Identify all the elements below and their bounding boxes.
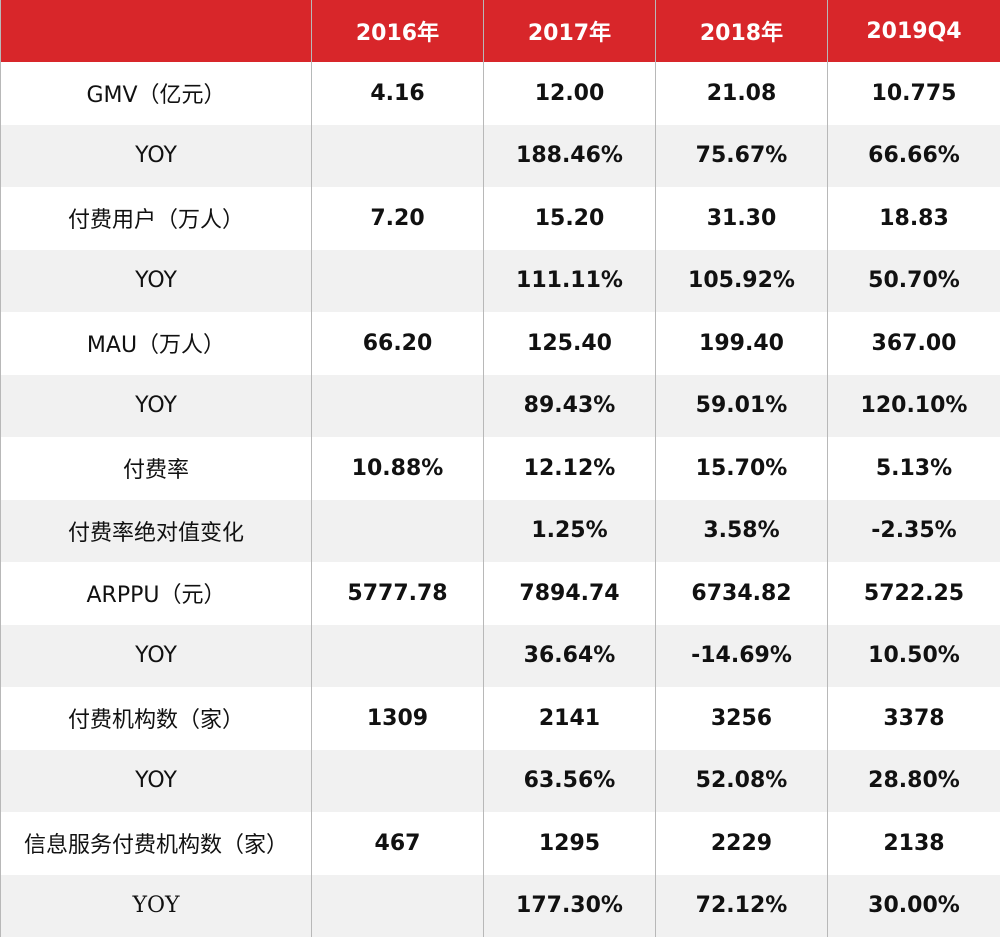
value-cell-2017: 15.20 — [483, 187, 656, 250]
row-label: YOY — [0, 749, 312, 812]
table-row: YOY 36.64% -14.69% 10.50% — [0, 624, 1000, 687]
value-cell-2019q4: 66.66% — [827, 124, 1000, 187]
value-cell-2018: 6734.82 — [655, 562, 828, 625]
table-row: 信息服务付费机构数（家） 467 1295 2229 2138 — [0, 812, 1000, 875]
row-label: 付费用户（万人） — [0, 187, 312, 250]
table-row: 付费率绝对值变化 1.25% 3.58% -2.35% — [0, 499, 1000, 562]
value-cell-2017: 1295 — [483, 812, 656, 875]
value-cell-2019q4: 367.00 — [827, 312, 1000, 375]
value-cell-2019q4: -2.35% — [827, 499, 1000, 562]
value-cell-2019q4: 2138 — [827, 812, 1000, 875]
value-cell-2018: -14.69% — [655, 624, 828, 687]
table-row: 付费机构数（家） 1309 2141 3256 3378 — [0, 687, 1000, 750]
value-cell-2018: 31.30 — [655, 187, 828, 250]
row-label: YOY — [0, 624, 312, 687]
row-label: YOY — [0, 249, 312, 312]
row-label: ARPPU（元） — [0, 562, 312, 625]
value-cell-2019q4: 5.13% — [827, 437, 1000, 500]
value-cell-2018: 2229 — [655, 812, 828, 875]
header-cell-2017: 2017年 — [483, 0, 656, 62]
table-row: GMV（亿元） 4.16 12.00 21.08 10.775 — [0, 62, 1000, 125]
value-cell-2018: 21.08 — [655, 62, 828, 125]
table-row: YOY 89.43% 59.01% 120.10% — [0, 374, 1000, 437]
value-cell-2019q4: 18.83 — [827, 187, 1000, 250]
value-cell-2016 — [311, 749, 484, 812]
value-cell-2019q4: 120.10% — [827, 374, 1000, 437]
value-cell-2019q4: 10.775 — [827, 62, 1000, 125]
value-cell-2018: 72.12% — [655, 874, 828, 937]
value-cell-2016: 5777.78 — [311, 562, 484, 625]
value-cell-2018: 105.92% — [655, 249, 828, 312]
value-cell-2018: 15.70% — [655, 437, 828, 500]
value-cell-2016 — [311, 249, 484, 312]
value-cell-2019q4: 3378 — [827, 687, 1000, 750]
table-row: 付费率 10.88% 12.12% 15.70% 5.13% — [0, 437, 1000, 500]
row-label: 信息服务付费机构数（家） — [0, 812, 312, 875]
value-cell-2019q4: 50.70% — [827, 249, 1000, 312]
value-cell-2017: 89.43% — [483, 374, 656, 437]
value-cell-2019q4: 5722.25 — [827, 562, 1000, 625]
value-cell-2016: 4.16 — [311, 62, 484, 125]
value-cell-2019q4: 10.50% — [827, 624, 1000, 687]
table-row: YOY 63.56% 52.08% 28.80% — [0, 749, 1000, 812]
value-cell-2018: 59.01% — [655, 374, 828, 437]
table-row: ARPPU（元） 5777.78 7894.74 6734.82 5722.25 — [0, 562, 1000, 625]
value-cell-2017: 36.64% — [483, 624, 656, 687]
table-header: 2016年 2017年 2018年 2019Q4 — [0, 0, 1000, 62]
value-cell-2017: 7894.74 — [483, 562, 656, 625]
table-row: MAU（万人） 66.20 125.40 199.40 367.00 — [0, 312, 1000, 375]
value-cell-2017: 177.30% — [483, 874, 656, 937]
value-cell-2016: 10.88% — [311, 437, 484, 500]
table-row: 付费用户（万人） 7.20 15.20 31.30 18.83 — [0, 187, 1000, 250]
row-label: YOY — [0, 374, 312, 437]
row-label: 付费率 — [0, 437, 312, 500]
value-cell-2017: 12.00 — [483, 62, 656, 125]
value-cell-2016: 7.20 — [311, 187, 484, 250]
value-cell-2016 — [311, 124, 484, 187]
value-cell-2016 — [311, 374, 484, 437]
value-cell-2017: 12.12% — [483, 437, 656, 500]
header-cell-2019q4: 2019Q4 — [827, 0, 1000, 62]
table-row: YOY 177.30% 72.12% 30.00% — [0, 874, 1000, 937]
table-body: GMV（亿元） 4.16 12.00 21.08 10.775 YOY 188.46% 75.… — [0, 62, 1000, 937]
value-cell-2016 — [311, 874, 484, 937]
value-cell-2018: 3.58% — [655, 499, 828, 562]
value-cell-2016: 1309 — [311, 687, 484, 750]
value-cell-2018: 3256 — [655, 687, 828, 750]
value-cell-2017: 2141 — [483, 687, 656, 750]
value-cell-2016 — [311, 624, 484, 687]
table-row: YOY 111.11% 105.92% 50.70% — [0, 249, 1000, 312]
value-cell-2018: 52.08% — [655, 749, 828, 812]
row-label: YOY — [0, 124, 312, 187]
header-cell-2018: 2018年 — [655, 0, 828, 62]
header-cell-2016: 2016年 — [311, 0, 484, 62]
header-row: 2016年 2017年 2018年 2019Q4 — [0, 0, 1000, 62]
row-label: 付费率绝对值变化 — [0, 499, 312, 562]
value-cell-2018: 75.67% — [655, 124, 828, 187]
row-label: YOY — [0, 874, 312, 937]
value-cell-2019q4: 30.00% — [827, 874, 1000, 937]
value-cell-2016: 467 — [311, 812, 484, 875]
row-label: GMV（亿元） — [0, 62, 312, 125]
value-cell-2016 — [311, 499, 484, 562]
value-cell-2018: 199.40 — [655, 312, 828, 375]
row-label: MAU（万人） — [0, 312, 312, 375]
value-cell-2017: 125.40 — [483, 312, 656, 375]
value-cell-2019q4: 28.80% — [827, 749, 1000, 812]
row-label: 付费机构数（家） — [0, 687, 312, 750]
header-cell-metric — [0, 0, 312, 62]
value-cell-2017: 111.11% — [483, 249, 656, 312]
value-cell-2017: 1.25% — [483, 499, 656, 562]
table-row: YOY 188.46% 75.67% 66.66% — [0, 124, 1000, 187]
value-cell-2016: 66.20 — [311, 312, 484, 375]
value-cell-2017: 63.56% — [483, 749, 656, 812]
value-cell-2017: 188.46% — [483, 124, 656, 187]
